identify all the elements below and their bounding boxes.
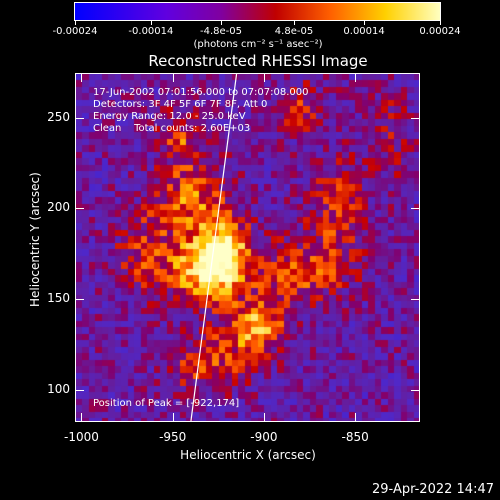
colorbar-tick bbox=[150, 20, 152, 25]
info-energy: Energy Range: 12.0 - 25.0 keV bbox=[93, 111, 246, 122]
y-tick-label: 150 bbox=[47, 291, 70, 306]
x-tick-mark bbox=[355, 413, 357, 421]
colorbar-tick bbox=[440, 20, 441, 25]
info-clean: Clean Total counts: 2.60E+03 bbox=[93, 123, 251, 134]
x-tick-mark bbox=[81, 74, 83, 82]
solar-limb-line bbox=[190, 74, 238, 421]
colorbar-tick bbox=[75, 20, 76, 25]
y-tick-mark bbox=[411, 208, 419, 210]
plot-area bbox=[75, 73, 420, 422]
y-tick-mark bbox=[76, 299, 84, 301]
y-tick-mark bbox=[411, 299, 419, 301]
y-axis-label: Heliocentric Y (arcsec) bbox=[28, 172, 42, 307]
y-tick-mark bbox=[76, 208, 84, 210]
y-tick-mark bbox=[411, 117, 419, 119]
colorbar-tick-label: 4.8e-05 bbox=[274, 26, 314, 37]
colorbar-tick-label: -0.00014 bbox=[128, 26, 174, 37]
info-peak: Position of Peak = [-922,174] bbox=[93, 398, 240, 409]
colorbar-tick bbox=[364, 20, 366, 25]
x-tick-mark bbox=[81, 413, 83, 421]
colorbar-tick-label: -0.00024 bbox=[52, 26, 98, 37]
y-tick-label: 100 bbox=[47, 382, 70, 397]
y-tick-label: 250 bbox=[47, 109, 70, 124]
x-tick-label: -850 bbox=[341, 430, 369, 444]
heatmap-image bbox=[76, 74, 419, 421]
x-tick-label: -950 bbox=[159, 430, 187, 444]
y-tick-mark bbox=[76, 117, 84, 119]
colorbar-tick-label: 0.00024 bbox=[419, 26, 461, 37]
colorbar-tick-label: 0.00014 bbox=[343, 26, 385, 37]
x-tick-mark bbox=[172, 74, 174, 82]
y-tick-mark bbox=[76, 390, 84, 392]
colorbar-units: (photons cm⁻² s⁻¹ asec⁻²) bbox=[193, 39, 323, 50]
x-tick-label: -900 bbox=[250, 430, 278, 444]
colorbar bbox=[74, 2, 441, 21]
date-stamp: 29-Apr-2022 14:47 bbox=[372, 482, 494, 497]
chart-title: Reconstructed RHESSI Image bbox=[148, 52, 368, 70]
x-tick-mark bbox=[263, 74, 265, 82]
info-detectors: Detectors: 3F 4F 5F 6F 7F 8F, Att 0 bbox=[93, 99, 268, 110]
x-axis-label: Heliocentric X (arcsec) bbox=[180, 448, 316, 462]
x-tick-label: -1000 bbox=[64, 430, 99, 444]
colorbar-tick bbox=[294, 20, 295, 25]
x-tick-mark bbox=[263, 413, 265, 421]
info-time: 17-Jun-2002 07:01:56.000 to 07:07:08.000 bbox=[93, 87, 309, 98]
limb-overlay bbox=[190, 74, 238, 421]
y-tick-mark bbox=[411, 390, 419, 392]
colorbar-tick-label: -4.8e-05 bbox=[200, 26, 242, 37]
colorbar-tick bbox=[221, 20, 222, 25]
x-tick-mark bbox=[172, 413, 174, 421]
y-tick-label: 200 bbox=[47, 200, 70, 215]
x-tick-mark bbox=[355, 74, 357, 82]
